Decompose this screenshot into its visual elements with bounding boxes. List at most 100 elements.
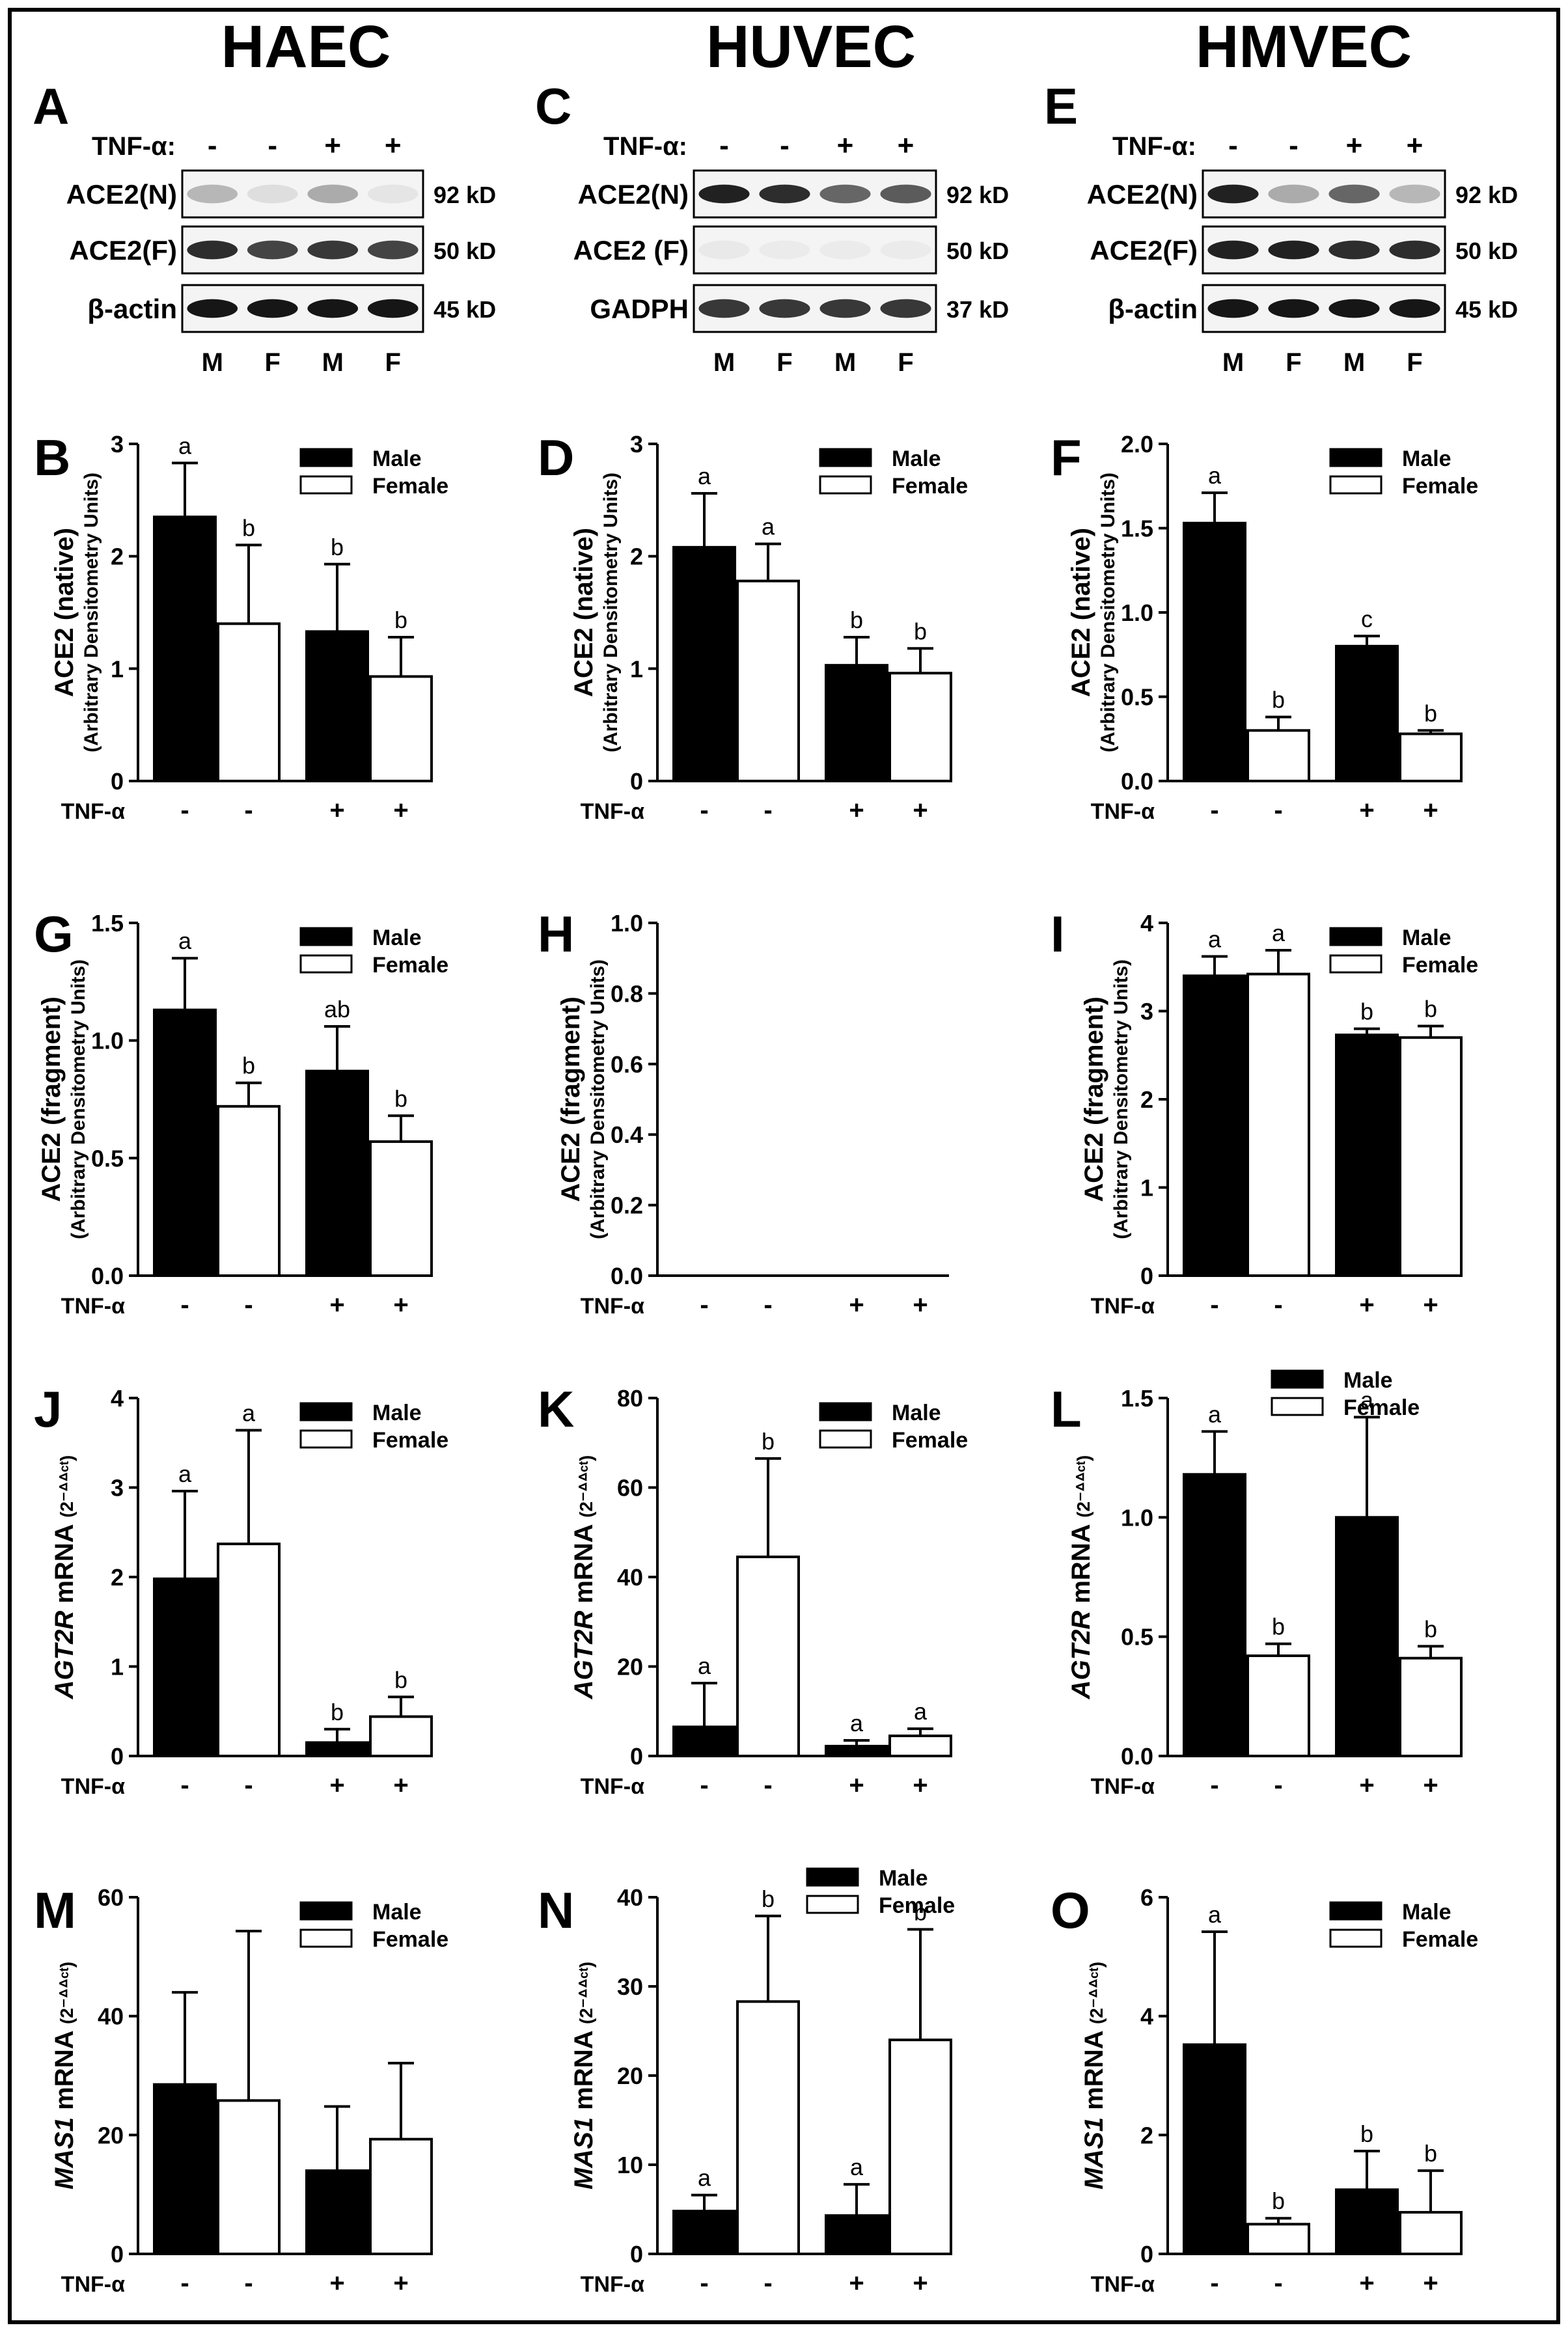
x-treatment-sign: + bbox=[1359, 2269, 1374, 2298]
blot-strip bbox=[1202, 169, 1446, 219]
blot-band bbox=[187, 299, 238, 318]
y-tick-label: 1.0 bbox=[1121, 599, 1153, 626]
y-axis-label: ACE2 (native) bbox=[1067, 528, 1095, 697]
panel-letter: K bbox=[538, 1380, 574, 1438]
y-axis-label: AGT2R mRNA (2⁻ᐞᐞᶜᵗ) bbox=[1067, 1455, 1095, 1700]
bar-male bbox=[305, 630, 369, 782]
panel-letter: E bbox=[1044, 77, 1078, 135]
x-axis-label: TNF-α bbox=[61, 799, 125, 824]
y-tick-label: 60 bbox=[617, 1475, 643, 1502]
significance-letter: b bbox=[242, 1052, 255, 1079]
x-treatment-sign: - bbox=[180, 1291, 189, 1319]
y-tick-label: 3 bbox=[111, 431, 124, 458]
x-treatment-sign: + bbox=[913, 1771, 928, 1800]
treatment-sign: + bbox=[1407, 130, 1424, 161]
bar-female bbox=[888, 1735, 952, 1757]
blot-band bbox=[1207, 184, 1259, 204]
bar-female bbox=[1246, 729, 1310, 783]
legend-swatch-female bbox=[1329, 954, 1382, 974]
x-treatment-sign: - bbox=[763, 1291, 772, 1319]
y-tick-label: 2 bbox=[630, 543, 643, 570]
y-tick-label: 1 bbox=[111, 1654, 124, 1680]
significance-letter: b bbox=[1272, 687, 1285, 713]
significance-letter: a bbox=[698, 2165, 711, 2191]
y-tick-label: 0.8 bbox=[611, 980, 643, 1007]
x-axis-label: TNF-α bbox=[61, 1294, 125, 1319]
y-tick-label: 1.5 bbox=[1121, 515, 1153, 542]
legend-swatch-female bbox=[819, 1429, 872, 1449]
y-tick-label: 40 bbox=[617, 1564, 643, 1591]
significance-letter: a bbox=[914, 1698, 928, 1725]
y-tick-label: 0.5 bbox=[91, 1145, 124, 1172]
y-tick-label: 0 bbox=[111, 1743, 124, 1770]
bar-male bbox=[825, 2214, 888, 2256]
y-axis-label-main: mRNA bbox=[570, 1518, 598, 1604]
blot-band bbox=[1389, 240, 1440, 260]
significance-letter: a bbox=[178, 927, 192, 954]
bar-female bbox=[369, 1140, 433, 1278]
treatment-sign: + bbox=[837, 130, 854, 161]
significance-letter: b bbox=[914, 618, 927, 644]
bar-male bbox=[1335, 1034, 1399, 1277]
legend-label-female: Female bbox=[372, 474, 448, 499]
lane-label: F bbox=[898, 348, 913, 377]
x-treatment-sign: - bbox=[244, 796, 253, 825]
legend-swatch-male bbox=[299, 448, 353, 467]
chart-panel-f: F 0.0 0.5 1.0 1.5 2.0 ACE2 (native) (Arbitrary … bbox=[1051, 429, 1478, 825]
legend-swatch-male bbox=[819, 1402, 872, 1421]
x-treatment-sign: + bbox=[913, 796, 928, 825]
significance-letter: b bbox=[394, 1666, 407, 1693]
blot-band bbox=[698, 184, 750, 204]
y-tick-label: 2 bbox=[1140, 2122, 1153, 2148]
y-tick-label: 10 bbox=[617, 2152, 643, 2178]
y-tick-label: 6 bbox=[1140, 1884, 1153, 1911]
x-treatment-sign: - bbox=[763, 1771, 772, 1800]
x-treatment-sign: + bbox=[849, 1771, 864, 1800]
x-axis-label: TNF-α bbox=[581, 799, 644, 824]
y-tick-label: 0.0 bbox=[1121, 768, 1153, 795]
bar-female bbox=[217, 1104, 281, 1277]
legend-swatch-male bbox=[806, 1867, 859, 1887]
bar-male bbox=[1183, 1473, 1246, 1757]
significance-letter: b bbox=[1424, 2140, 1437, 2167]
chart-panel-l: L 0.0 0.5 1.0 1.5 AGT2R mRNA (2⁻ᐞᐞᶜᵗ) a - b - a + b +… bbox=[1051, 1368, 1463, 1800]
lane-label: M bbox=[322, 348, 344, 377]
bar-female bbox=[1399, 1036, 1463, 1278]
blot-panel-c: C TNF-α: - - + + ACE2(N) 92 kD ACE2 (F) 50 kD GADP… bbox=[535, 77, 1009, 377]
bar-female bbox=[1399, 2211, 1463, 2255]
legend-label-male: Male bbox=[879, 1866, 928, 1891]
bar-female bbox=[217, 2099, 281, 2256]
bar-female bbox=[1399, 1656, 1463, 1758]
bar-male bbox=[1183, 521, 1246, 782]
y-tick-label: 0.2 bbox=[611, 1192, 643, 1219]
blot-band bbox=[1328, 299, 1380, 318]
x-axis-label: TNF-α bbox=[1091, 1294, 1155, 1319]
molecular-weight-label: 92 kD bbox=[946, 182, 1009, 208]
x-treatment-sign: + bbox=[329, 1291, 344, 1319]
blot-band bbox=[1268, 184, 1319, 204]
panel-letter: M bbox=[34, 1882, 76, 1939]
y-tick-label: 0.0 bbox=[611, 1263, 643, 1289]
y-tick-label: 0 bbox=[1140, 1263, 1153, 1289]
legend-label-male: Male bbox=[1343, 1368, 1393, 1393]
legend-label-female: Female bbox=[372, 1428, 448, 1453]
y-tick-label: 30 bbox=[617, 1973, 643, 2000]
legend-label-male: Male bbox=[1402, 446, 1451, 471]
bar-male bbox=[153, 515, 217, 782]
bar-female bbox=[736, 2000, 800, 2256]
x-axis-label: TNF-α bbox=[1091, 799, 1155, 824]
significance-letter: b bbox=[242, 514, 255, 541]
bar-male bbox=[825, 1744, 888, 1757]
treatment-sign: + bbox=[385, 130, 402, 161]
x-treatment-sign: + bbox=[1359, 1771, 1374, 1800]
legend-label-male: Male bbox=[892, 446, 941, 471]
y-axis-label-main: mRNA bbox=[50, 1518, 79, 1604]
x-treatment-sign: - bbox=[1210, 796, 1218, 825]
y-tick-label: 20 bbox=[617, 1654, 643, 1680]
y-tick-label: 4 bbox=[1140, 2003, 1153, 2030]
y-axis-label: ACE2 (native) bbox=[570, 528, 598, 697]
panel-letter: B bbox=[34, 429, 70, 486]
blot-band bbox=[1328, 240, 1380, 260]
lane-label: M bbox=[202, 348, 223, 377]
panel-letter: G bbox=[34, 905, 74, 963]
